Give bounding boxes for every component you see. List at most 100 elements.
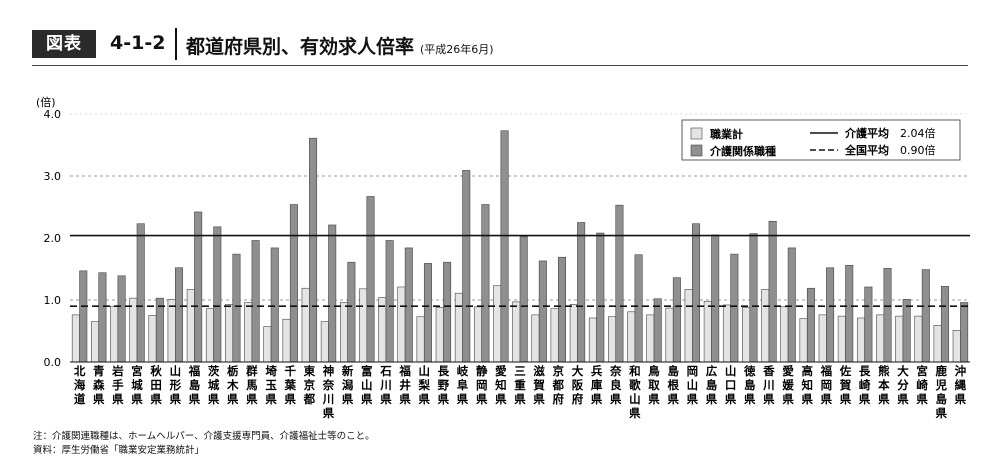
bar-overall [914,315,923,363]
y-tick-label: 1.0 [44,294,62,307]
bar-care [328,224,337,363]
x-tick-label: 愛媛県 [781,364,794,406]
x-tick-label: 鳥取県 [648,364,660,406]
x-tick-label: 大阪府 [572,364,584,406]
bar-overall [703,300,712,363]
bar-care [117,275,126,363]
bar-care [711,234,720,363]
bar-care [136,223,145,363]
bar-overall [512,301,521,363]
bar-overall [454,292,463,363]
x-tick-label: 宮崎県 [916,364,928,406]
legend-box [681,119,961,161]
bar-overall [876,314,885,363]
bar-overall [550,308,559,363]
x-tick-label: 山梨県 [418,364,431,406]
x-tick-label: 和歌山県 [629,364,641,420]
y-tick-label: 3.0 [44,170,62,183]
bar-chart: (倍) 0.0 1.0 2.0 3.0 4.0 北海道青森県岩手県宮城県秋田県山形県福島県茨… [36,95,970,420]
bar-care [864,286,873,363]
bar-overall [167,299,176,363]
bar-overall [646,314,655,363]
x-tick-label: 京都府 [552,364,565,406]
x-tick-label: 徳島県 [743,364,756,406]
x-tick-label: 東京都 [303,364,316,406]
x-tick-label: 沖縄県 [955,364,967,406]
bar-overall [569,304,578,363]
note-text: 注：介護関連職種は、ホームヘルパー、介護支援専門員、介護福祉士等のこと。 [33,431,375,442]
x-tick-label: 新潟県 [342,364,354,406]
bar-overall [818,314,827,363]
bar-overall [684,289,693,363]
bar-care [845,264,854,363]
x-tick-label: 大分県 [897,364,909,406]
legend-swatch [690,144,703,157]
figure-badge: 図表 [32,30,96,58]
source-text: 資料：厚生労働省「職業安定業務統計」 [33,445,205,456]
bar-care [519,236,528,363]
legend-label: 介護関係職種 [709,144,776,158]
bar-overall [742,307,751,363]
bar-overall [91,321,100,363]
x-tick-label: 長野県 [438,364,450,406]
bar-overall [416,316,425,363]
bar-overall [722,304,731,363]
header-separator [175,28,177,60]
bar-care [500,130,509,363]
bar-overall [588,317,597,363]
bar-care [309,137,318,363]
x-tick-label: 宮城県 [131,364,143,406]
bar-overall [359,288,368,363]
bar-care [175,267,184,363]
bar-care [557,256,566,363]
chart-title: 都道府県別、有効求人倍率 (平成26年6月) [186,32,494,59]
x-tick-label: 長崎県 [859,364,871,406]
x-tick-label: 岩手県 [111,364,124,406]
bar-care [347,261,356,363]
bar-care [653,298,662,363]
bar-care [270,247,279,363]
x-tick-label: 島根県 [667,364,679,406]
x-tick-label: 佐賀県 [839,364,852,406]
bar-care [79,270,88,363]
bar-care [826,267,835,363]
bar-care [749,233,758,363]
x-tick-label: 埼玉県 [265,364,277,406]
bar-care [615,204,624,363]
x-tick-label: 富山県 [361,364,373,406]
bar-overall [148,315,157,363]
bar-overall [301,287,310,363]
y-tick-label: 0.0 [44,356,62,369]
legend-ref-name: 介護平均 [844,126,889,140]
bar-overall [627,311,636,363]
bar-overall [608,316,617,363]
bar-care [443,261,452,363]
bar-care [806,287,815,363]
bar-overall [186,289,195,363]
bar-care [289,204,298,363]
bar-overall [952,330,961,363]
bar-overall [856,317,865,363]
figure-header: 図表 4-1-2 都道府県別、有効求人倍率 (平成26年6月) [0,24,1000,70]
bar-care [404,247,413,363]
x-tick-label: 山形県 [170,364,182,406]
bar-overall [205,308,214,363]
bar-care [155,297,164,363]
bar-care [481,204,490,363]
bar-overall [320,321,329,363]
bar-overall [110,305,119,363]
bar-care [213,226,222,363]
bar-overall [665,307,674,363]
bar-overall [837,315,846,363]
x-tick-label: 群馬県 [245,364,258,406]
legend-swatch [690,127,703,140]
bar-care [768,220,777,363]
x-tick-label: 北海道 [74,364,86,406]
bar-overall [761,289,770,363]
bar-care [232,253,241,363]
bar-care [385,240,394,363]
y-tick-label: 4.0 [44,108,62,121]
bar-overall [933,325,942,363]
x-tick-label: 鹿児島県 [935,364,948,420]
bar-overall [799,318,808,363]
